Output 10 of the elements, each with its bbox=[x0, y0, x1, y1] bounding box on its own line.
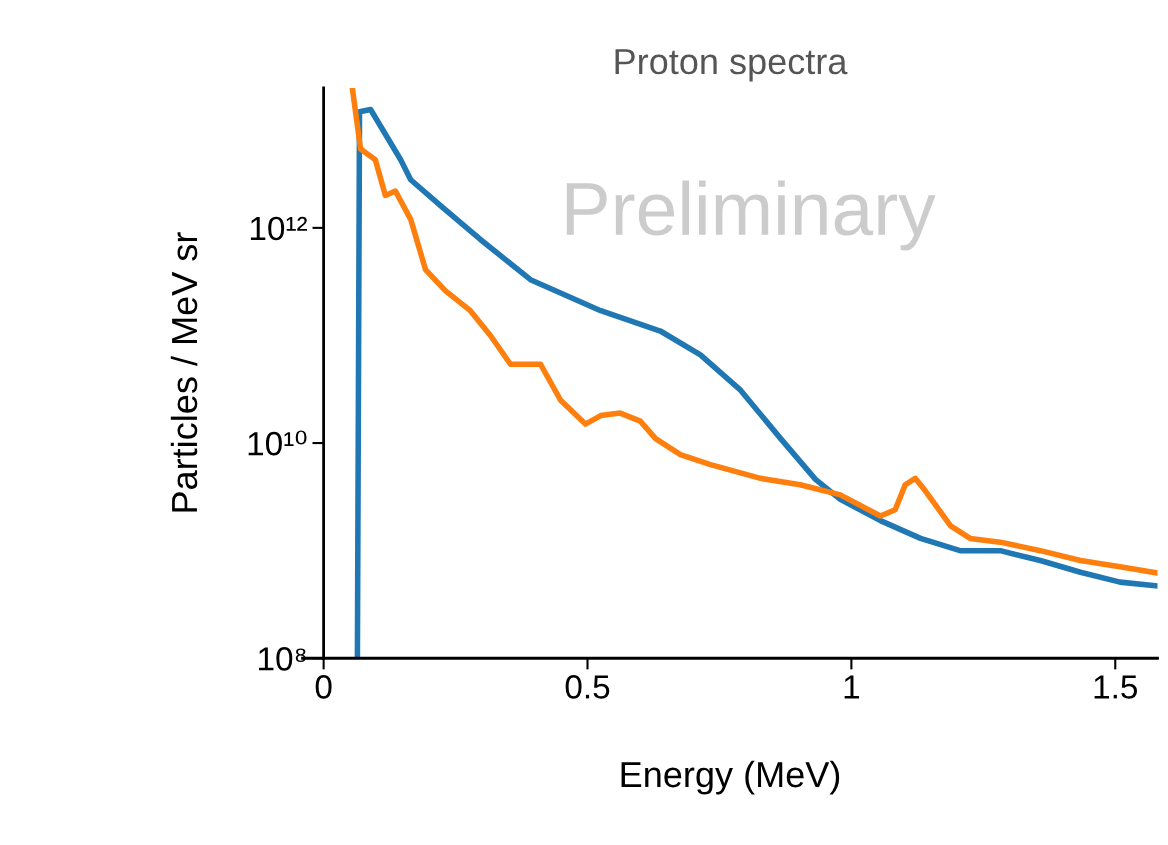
x-tick-label: 0.5 bbox=[565, 675, 610, 699]
x-tick-label: 1 bbox=[844, 675, 860, 699]
x-tick-label: 0 bbox=[315, 675, 332, 699]
y-axis-title: Particles / MeV sr bbox=[170, 232, 198, 512]
x-axis-title: Energy (MeV) bbox=[621, 760, 840, 795]
y-tick-label: 10¹⁰ bbox=[248, 430, 307, 456]
y-tick-label: 10¹² bbox=[250, 216, 308, 241]
y-tick-label: 10⁸ bbox=[259, 647, 306, 671]
x-tick-label: 1.5 bbox=[1094, 675, 1138, 699]
chart-title: Proton spectra bbox=[615, 49, 848, 82]
